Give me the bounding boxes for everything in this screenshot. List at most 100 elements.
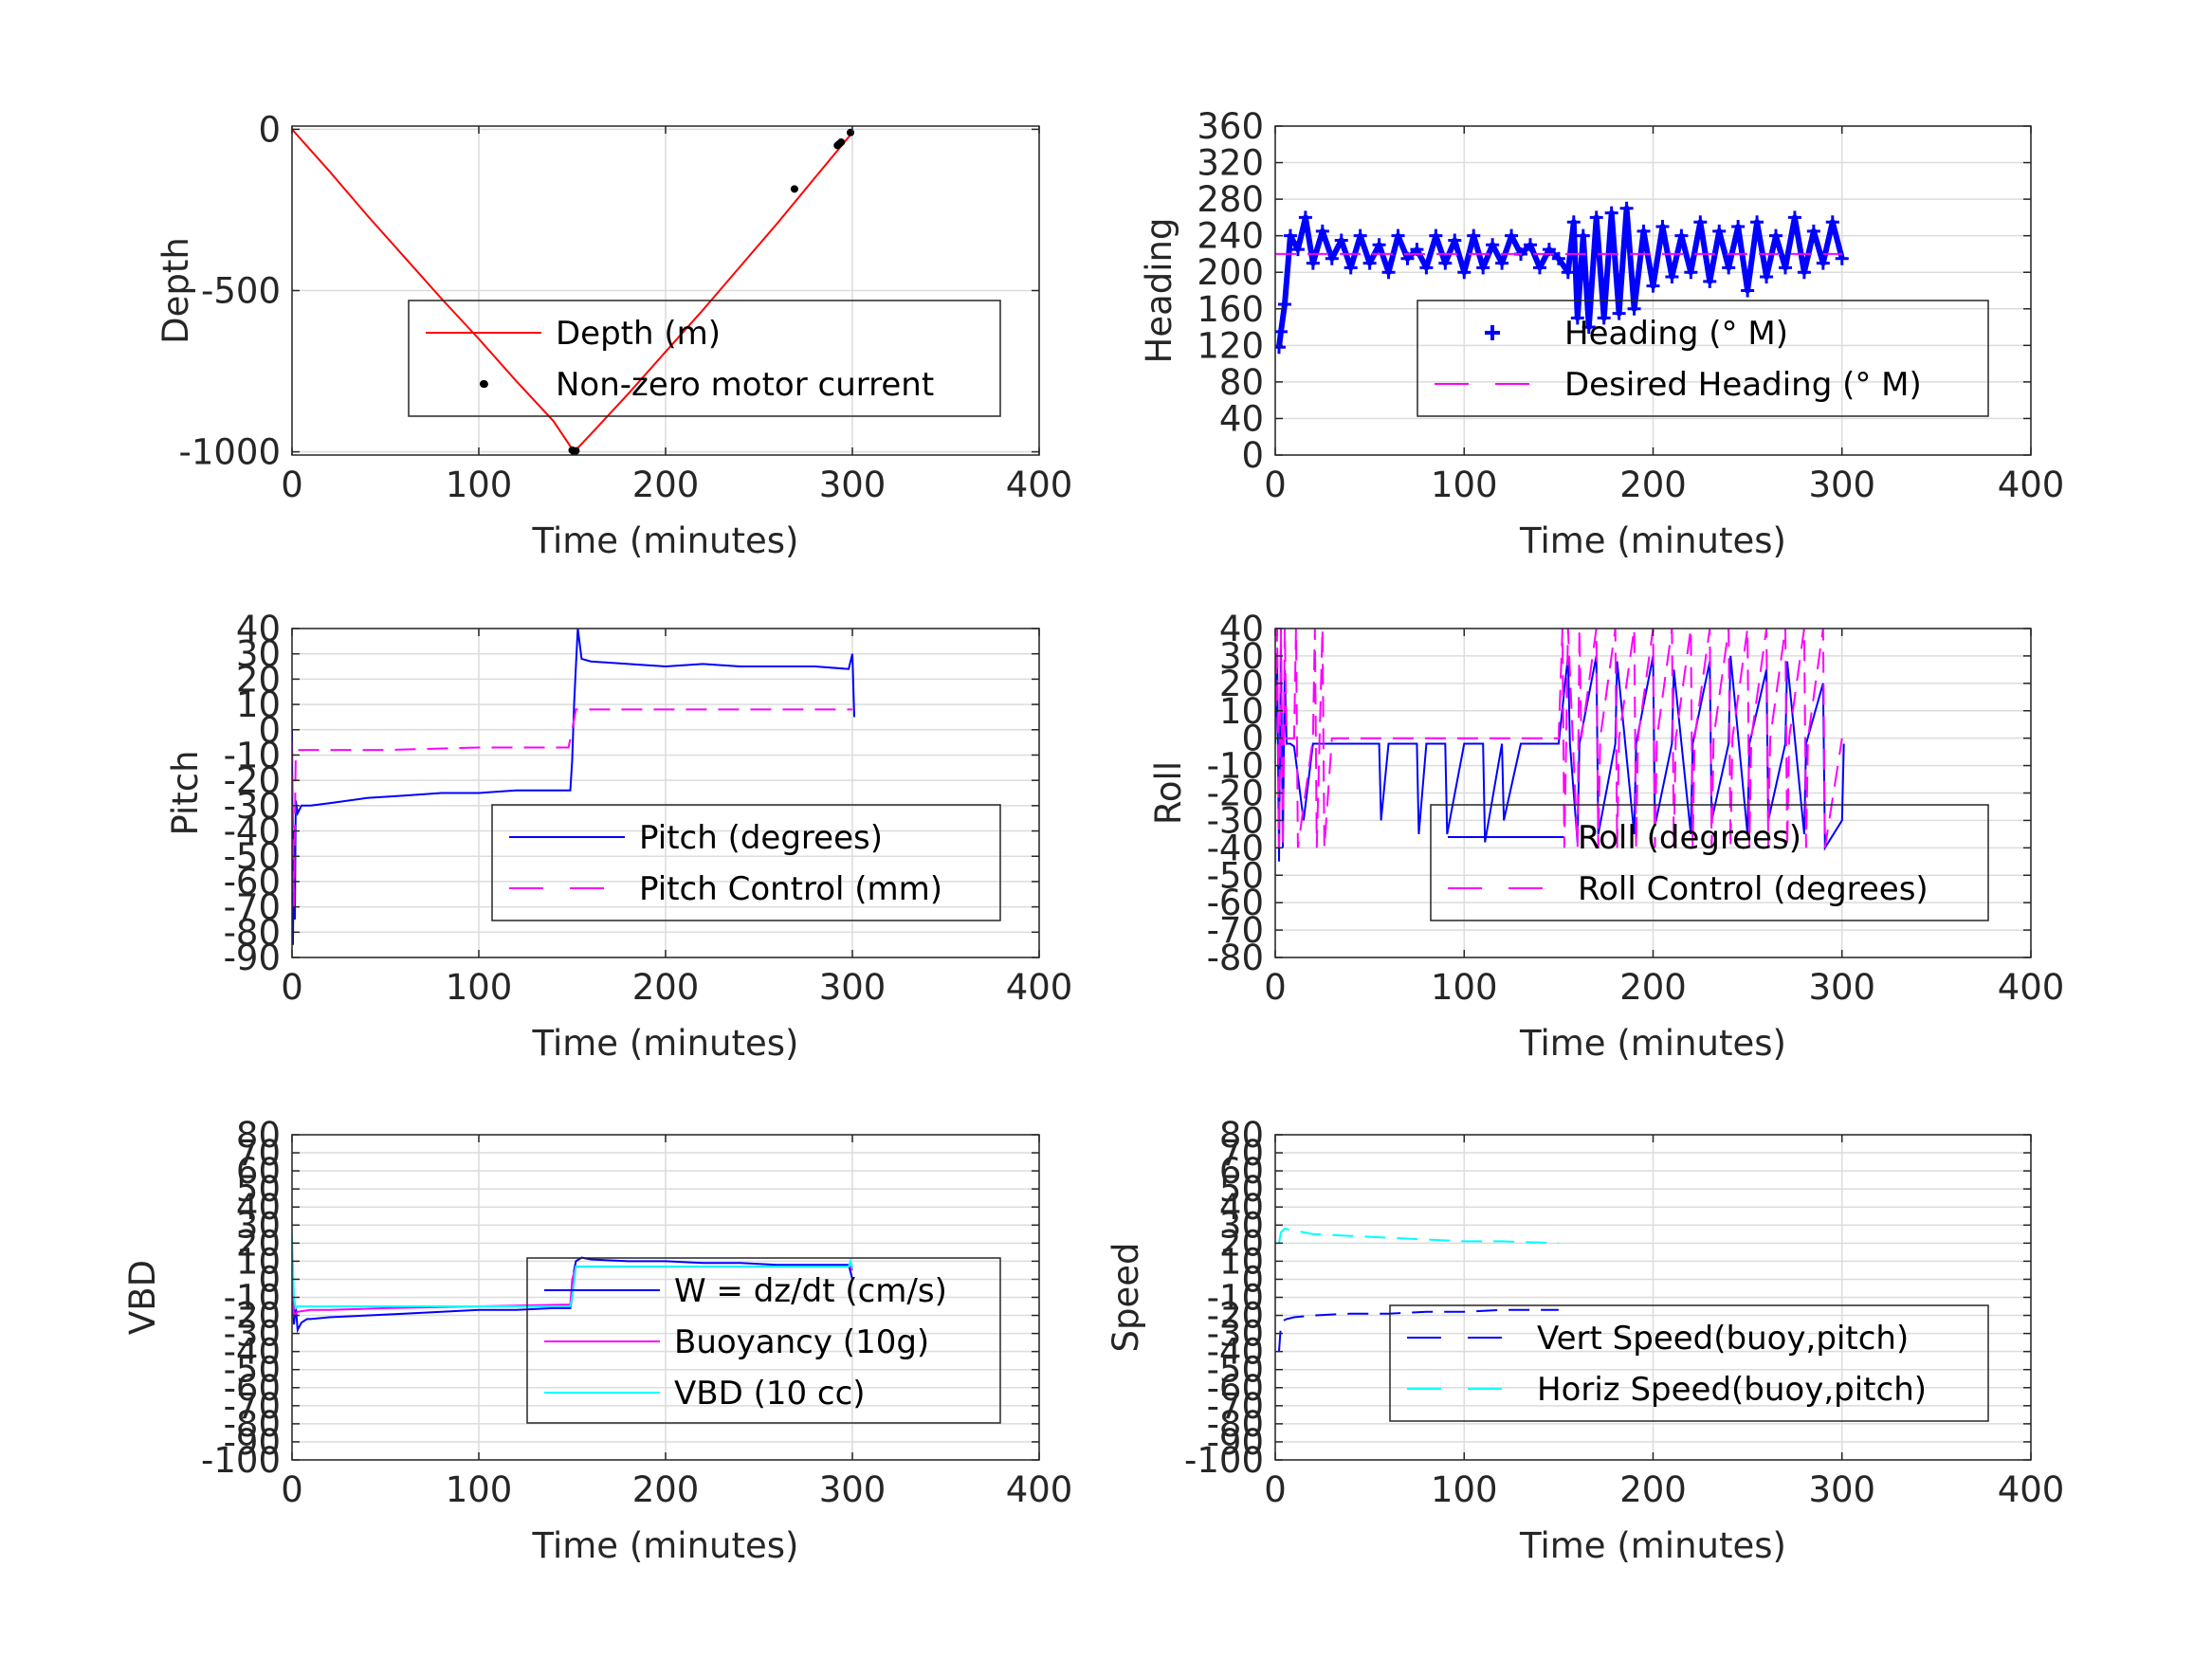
heading-ytick-label: 360 <box>1197 106 1264 147</box>
heading-series-0-marker <box>1325 251 1339 265</box>
heading-series-0-marker <box>1693 215 1708 229</box>
pitch-ytick-label: -10 <box>224 735 281 775</box>
heading-ytick-label: 120 <box>1197 325 1264 366</box>
pitch-ytick-label: 10 <box>236 684 281 725</box>
roll-ytick-label: -50 <box>1207 855 1264 896</box>
roll-series-1-line <box>1275 629 1843 848</box>
speed-ytick-label: 10 <box>1219 1241 1264 1282</box>
heading-series-0-marker <box>1816 256 1830 270</box>
heading-series-0-marker <box>1576 228 1590 243</box>
roll-legend-label: Roll Control (degrees) <box>1578 870 1929 908</box>
vbd-legend-label: Buoyancy (10g) <box>674 1323 929 1361</box>
pitch-xtick-label: 400 <box>1006 967 1073 1008</box>
heading-series-0-marker <box>1505 228 1519 243</box>
vbd-legend: W = dz/dt (cm/s) Buoyancy (10g) VBD (10 cc… <box>526 1257 1001 1424</box>
heading-series-0-marker <box>1636 224 1651 238</box>
heading-series-0-marker <box>1391 228 1405 243</box>
speed-legend-label: Horiz Speed(buoy,pitch) <box>1537 1371 1927 1409</box>
depth-xtick-label: 0 <box>281 465 303 505</box>
vbd-ytick-label: 20 <box>236 1223 281 1264</box>
heading-series-0-marker <box>1806 224 1820 238</box>
vbd-ytick-label: -40 <box>224 1332 281 1373</box>
speed-ylabel: Speed <box>1106 1243 1146 1353</box>
heading-series-0-marker <box>1665 270 1679 284</box>
heading-ytick-label: 40 <box>1219 398 1264 439</box>
vbd-ytick-label: 30 <box>236 1205 281 1246</box>
roll-xtick-label: 200 <box>1619 967 1687 1008</box>
chart-heading: 0 100 200 300 40004080120160200240280320360T… <box>1139 106 2064 561</box>
chart-vbd: 0 100 200 300 400-100-90-80-70-60-50-40-30-2… <box>122 1115 1072 1566</box>
roll-ytick-label: 40 <box>1219 609 1264 649</box>
heading-series-0-marker <box>1741 283 1755 298</box>
chart-speed: 0 100 200 300 400-100-90-80-70-60-50-40-30-2… <box>1106 1115 2064 1566</box>
roll-xtick-label: 300 <box>1808 967 1875 1008</box>
vbd-xtick-label: 200 <box>632 1469 700 1510</box>
heading-series-0-marker <box>1344 261 1358 275</box>
heading-ytick-label: 160 <box>1197 289 1264 330</box>
heading-series-0-marker <box>1467 228 1481 243</box>
speed-legend: Vert Speed(buoy,pitch) Horiz Speed(buoy,p… <box>1389 1304 1989 1422</box>
heading-series-0-marker <box>1306 256 1320 270</box>
speed-series-1-line <box>1278 1228 1559 1245</box>
heading-series-0-marker <box>1627 301 1641 316</box>
speed-series-0-line <box>1278 1308 1559 1352</box>
speed-xlabel: Time (minutes) <box>1519 1525 1786 1566</box>
speed-ytick-label: -80 <box>1207 1404 1264 1445</box>
speed-ytick-label: -40 <box>1207 1332 1264 1373</box>
roll-ytick-label: 30 <box>1219 636 1264 677</box>
speed-ytick-label: -30 <box>1207 1314 1264 1355</box>
depth-ytick-label: 0 <box>258 109 281 150</box>
chart-roll: 0 100 200 300 400-80-70-60-50-40-30-20-10010… <box>1148 609 2064 1064</box>
vbd-ytick-label: 10 <box>236 1241 281 1282</box>
pitch-ytick-label: -70 <box>224 887 281 928</box>
pitch-ytick-label: 40 <box>236 609 281 649</box>
heading-series-0-marker <box>1315 224 1329 238</box>
roll-ytick-label: 10 <box>1219 691 1264 732</box>
depth-xtick-label: 400 <box>1006 465 1073 505</box>
speed-ytick-label: 30 <box>1219 1205 1264 1246</box>
depth-legend-label: Non-zero motor current <box>556 366 934 404</box>
pitch-series-1-line <box>292 708 852 907</box>
heading-series-0-marker <box>1290 243 1305 257</box>
depth-xtick-label: 100 <box>446 465 513 505</box>
roll-ytick-label: -60 <box>1207 883 1264 923</box>
roll-legend-box <box>1430 804 1989 921</box>
heading-series-0-marker <box>1362 256 1377 270</box>
heading-xlabel: Time (minutes) <box>1519 520 1786 561</box>
pitch-xlabel: Time (minutes) <box>532 1023 799 1064</box>
depth-xtick-label: 200 <box>632 465 700 505</box>
heading-series-group <box>1275 201 1849 355</box>
heading-series-0-marker <box>1825 215 1839 229</box>
heading-series-0-marker <box>1712 224 1727 238</box>
pitch-ytick-label: -90 <box>224 938 281 978</box>
heading-series-0-marker <box>1275 324 1288 338</box>
heading-series-0-marker <box>1619 201 1634 215</box>
pitch-xtick-label: 100 <box>446 967 513 1008</box>
heading-series-0-marker <box>1655 220 1670 234</box>
depth-ytick-label: -500 <box>201 271 281 312</box>
speed-xtick-label: 100 <box>1431 1469 1498 1510</box>
vbd-ytick-label: -80 <box>224 1404 281 1445</box>
heading-xtick-label: 400 <box>1998 465 2065 505</box>
heading-series-0-marker <box>1457 265 1472 280</box>
vbd-ytick-label: -70 <box>224 1386 281 1427</box>
heading-series-0-marker <box>1674 228 1689 243</box>
pitch-ytick-label: -20 <box>224 760 281 801</box>
heading-series-0-marker <box>1448 233 1462 247</box>
heading-series-0-marker <box>1604 206 1618 220</box>
heading-legend-label: Desired Heading (° M) <box>1564 366 1922 404</box>
pitch-ytick-label: 30 <box>236 634 281 675</box>
heading-series-0-marker <box>1298 210 1312 225</box>
vbd-series-group <box>292 1235 853 1334</box>
depth-series-1-point <box>837 138 846 147</box>
heading-series-0-marker <box>1438 256 1453 270</box>
vbd-xlabel: Time (minutes) <box>532 1525 799 1566</box>
speed-ytick-label: 80 <box>1219 1115 1264 1156</box>
heading-xtick-label: 200 <box>1619 465 1687 505</box>
speed-ytick-label: -20 <box>1207 1296 1264 1337</box>
vbd-series-0-line <box>292 1256 853 1334</box>
depth-xtick-label: 300 <box>819 465 887 505</box>
depth-legend: Depth (m) Non-zero motor current <box>408 300 1001 417</box>
vbd-ytick-label: -30 <box>224 1314 281 1355</box>
heading-series-0-marker <box>1684 265 1698 280</box>
